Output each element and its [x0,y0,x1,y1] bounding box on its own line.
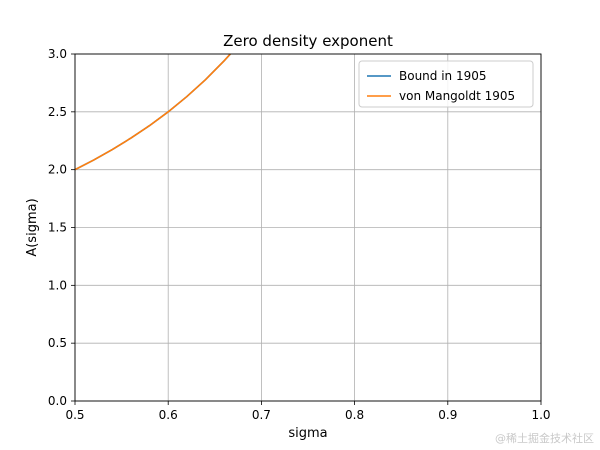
y-tick-label: 2.5 [48,105,67,119]
legend-box [358,60,534,108]
legend-label: Bound in 1905 [399,69,487,83]
x-tick-label: 0.6 [159,408,178,422]
y-tick-label: 0.0 [48,394,67,408]
watermark: @稀土掘金技术社区 [495,432,594,445]
x-tick-label: 0.9 [438,408,457,422]
x-tick-label: 0.8 [345,408,364,422]
x-tick-label: 1.0 [531,408,550,422]
legend: Bound in 1905 von Mangoldt 1905 [358,60,534,108]
x-tick-label: 0.7 [252,408,271,422]
ticks: 0.5 0.6 0.7 0.8 0.9 1.00.00.51.01.52.02.53.0 [48,47,551,422]
y-tick-label: 0.5 [48,336,67,350]
series-line-2 [75,54,231,171]
y-tick-label: 3.0 [48,47,67,61]
legend-label: von Mangoldt 1905 [399,89,515,103]
y-tick-label: 2.0 [48,163,67,177]
x-tick-label: 0.5 [65,408,84,422]
y-axis-label: A(sigma) [25,198,40,256]
x-axis-label: sigma [288,426,327,441]
chart-title: Zero density exponent [223,32,393,50]
y-tick-label: 1.0 [48,278,67,292]
y-tick-label: 1.5 [48,221,67,235]
series-layer [75,54,231,171]
